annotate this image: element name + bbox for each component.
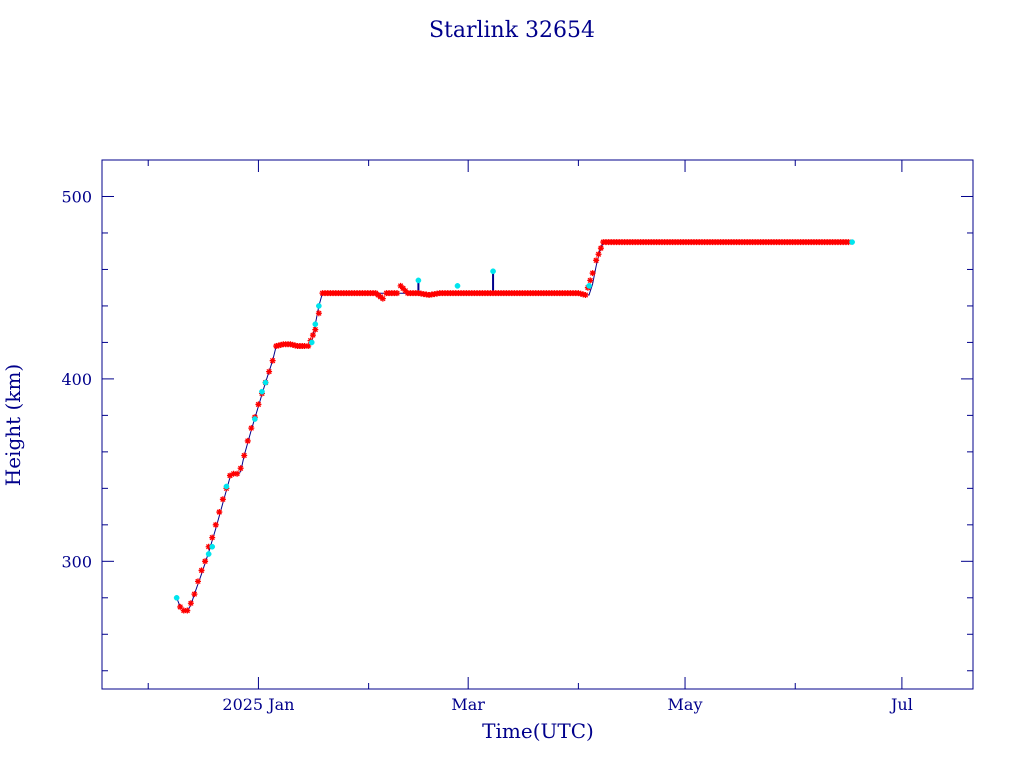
height-point [301,343,308,350]
height-point [587,277,594,284]
highlight-point [205,551,212,557]
red-marker-group [177,239,852,614]
y-tick-label: 300 [61,552,92,571]
height-point [205,543,212,550]
height-point [402,287,409,294]
highlight-point [415,277,422,284]
height-point [248,425,255,432]
height-point [266,368,273,375]
highlight-point [312,321,319,328]
highlight-point [586,283,592,289]
height-point [234,470,241,477]
height-point [230,470,237,477]
height-point [241,452,248,459]
height-point [226,472,233,479]
highlight-point [454,283,461,289]
highlight-point [209,543,216,550]
height-point [244,437,251,444]
highlight-point [223,483,230,490]
highlight-point [316,303,322,309]
height-point [180,607,187,614]
height-point [187,600,194,607]
highlight-point [490,268,496,275]
y-tick-label: 500 [61,187,92,206]
highlight-point [308,339,315,346]
height-point [184,607,191,614]
height-point [312,326,319,333]
height-point [593,257,600,264]
height-point [212,521,219,528]
x-tick-label: 2025 Jan [222,695,294,714]
height-point [202,558,209,565]
plot-frame [101,159,974,690]
highlight-point [259,388,265,395]
height-point [379,295,386,302]
highlight-point [849,239,855,245]
height-point [582,291,589,298]
x-tick-label: Jul [889,695,913,714]
height-point [219,496,226,503]
height-point [216,509,223,516]
axis-ticks [102,159,973,689]
height-point [845,239,852,246]
height-point [177,603,184,610]
highlight-point [173,594,180,601]
height-point [397,282,404,289]
y-axis-label: Height (km) [1,364,25,486]
highlight-point [262,379,269,386]
height-point [269,357,276,364]
height-track-line [176,241,853,612]
chart-title: Starlink 32654 [429,18,595,43]
height-point [191,591,198,598]
highlight-point [252,416,258,422]
height-point [255,401,262,408]
height-point [394,290,401,297]
height-point [309,332,316,339]
height-point [595,251,602,258]
height-point [194,578,201,585]
height-point [198,567,205,574]
height-point [589,270,596,277]
x-tick-label: Mar [451,695,485,714]
x-tick-label: May [668,695,703,714]
y-tick-label: 400 [61,370,92,389]
height-point [597,245,604,252]
height-point [315,310,322,317]
x-tick-labels: 2025 Jan Mar May Jul [222,695,912,714]
height-point [237,465,244,472]
x-axis-label: Time(UTC) [482,719,594,743]
height-point [305,343,312,350]
series-layer [173,239,855,614]
height-point [399,285,406,292]
height-point [209,534,216,541]
y-tick-labels: 300 400 500 [61,187,92,571]
